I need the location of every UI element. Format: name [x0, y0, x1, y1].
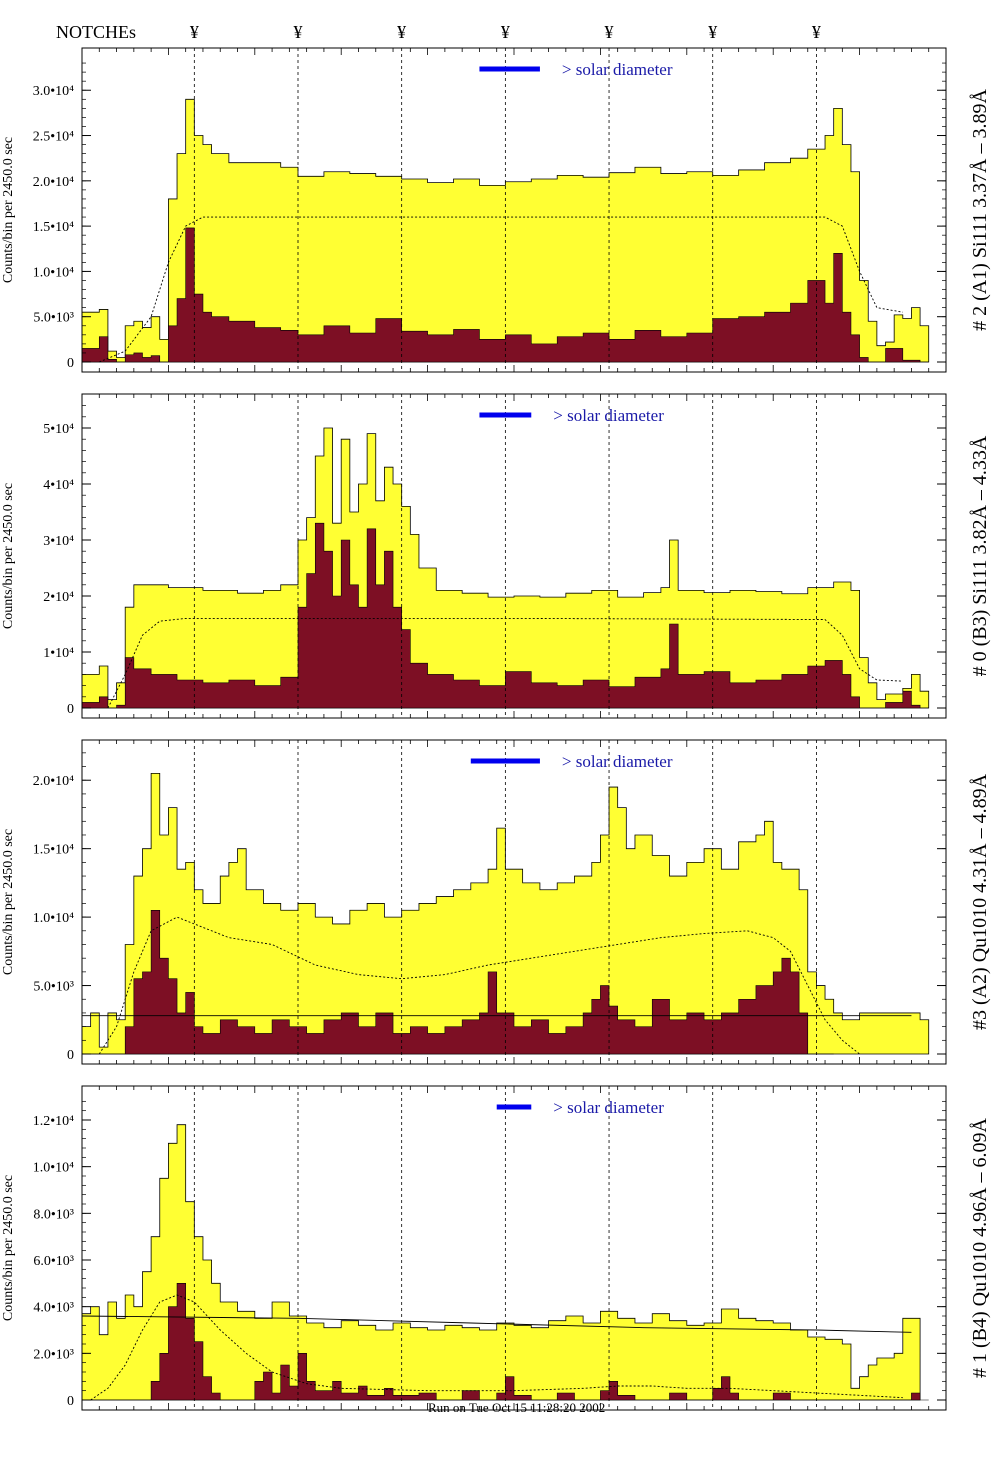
y-tick-label: 8.0•10³ [33, 1207, 74, 1222]
mean-curve [99, 216, 903, 363]
y-tick-label: 1.5•10⁴ [33, 220, 74, 235]
mean-curve [98, 916, 860, 1055]
y-axis-label: Counts/bin per 2450.0 sec [1, 137, 16, 283]
y-tick-label: 2•10⁴ [43, 590, 74, 605]
plot-area [82, 772, 930, 1055]
y-axis-label: Counts/bin per 2450.0 sec [1, 483, 16, 629]
figure-header: NOTCHEs ¥ ¥ ¥ ¥ ¥ ¥ ¥ [56, 22, 821, 42]
y-tick-label: 1•10⁴ [43, 646, 74, 661]
y-tick-label: 4•10⁴ [43, 478, 74, 493]
bright-spectrum [82, 427, 930, 709]
solar-diameter-label: > solar diameter [553, 406, 664, 425]
y-tick-label: 4.0•10³ [33, 1301, 74, 1316]
y-tick-label: 3•10⁴ [43, 534, 74, 549]
y-tick-label: 1.0•10⁴ [33, 1161, 74, 1176]
notch-symbol: ¥ [294, 22, 303, 42]
y-tick-label: 1.0•10⁴ [33, 265, 74, 280]
spectra-panels: 0 5.0•10³ 1.0•10⁴ 1.5•10⁴ 2.0•10⁴ 2.5•10⁴ 3.0•… [1, 47, 991, 1411]
y-tick-label: 5.0•10³ [33, 311, 74, 326]
solar-diameter-label: > solar diameter [553, 1098, 664, 1117]
y-tick-label: 0 [67, 702, 74, 717]
spectrum-panel: 0 5.0•10³ 1.0•10⁴ 1.5•10⁴ 2.0•10⁴ Counts/bin … [1, 739, 991, 1065]
y-tick-label: 2.0•10⁴ [33, 774, 74, 789]
plot-area [82, 1124, 929, 1401]
dark-spectrum [82, 1283, 929, 1401]
y-tick-label: 6.0•10³ [33, 1254, 74, 1269]
solar-diameter-label: > solar diameter [562, 60, 673, 79]
y-tick-label: 0 [67, 1394, 74, 1409]
bright-spectrum [82, 772, 930, 1055]
dark-spectrum [82, 909, 834, 1055]
plot-area [82, 427, 930, 709]
y-axis-label: Counts/bin per 2450.0 sec [1, 829, 16, 975]
mean-curve [107, 617, 903, 709]
dark-spectrum [82, 522, 929, 709]
y-tick-label: 5•10⁴ [43, 422, 74, 437]
bright-spectrum [82, 1124, 921, 1401]
y-tick-label: 3.0•10⁴ [33, 84, 74, 99]
spectrum-panel: 0 2.0•10³ 4.0•10³ 6.0•10³ 8.0•10³ 1.0•10⁴ 1.2•… [1, 1085, 991, 1411]
notch-symbol: ¥ [190, 22, 199, 42]
band-label: # 0 (B3) Si111 3.82Å – 4.33Å [969, 435, 991, 676]
notch-symbol: ¥ [812, 22, 821, 42]
spectrum-panel: 0 1•10⁴ 2•10⁴ 3•10⁴ 4•10⁴ 5•10⁴ Counts/bin per… [1, 393, 991, 719]
notch-symbol: ¥ [605, 22, 614, 42]
band-label: #3 (A2) Qu1010 4.31Å – 4.89Å [969, 773, 991, 1030]
y-tick-label: 5.0•10³ [33, 980, 74, 995]
run-timestamp: Run on Tue Oct 15 11:28:20 2002 [428, 1400, 605, 1415]
spectrum-panel: 0 5.0•10³ 1.0•10⁴ 1.5•10⁴ 2.0•10⁴ 2.5•10⁴ 3.0•… [1, 47, 991, 373]
y-tick-label: 0 [67, 356, 74, 371]
notch-symbol: ¥ [501, 22, 510, 42]
y-tick-label: 2.5•10⁴ [33, 130, 74, 145]
y-tick-label: 0 [67, 1048, 74, 1063]
dark-spectrum [82, 227, 929, 363]
band-label: # 1 (B4) Qu1010 4.96Å – 6.09Å [969, 1117, 991, 1378]
band-label: # 2 (A1) Si111 3.37Å – 3.89Å [969, 89, 991, 331]
notch-symbol: ¥ [397, 22, 406, 42]
notches-label: NOTCHEs [56, 22, 136, 42]
solar-diameter-label: > solar diameter [562, 752, 673, 771]
y-axis-label: Counts/bin per 2450.0 sec [1, 1175, 16, 1321]
y-tick-label: 2.0•10⁴ [33, 175, 74, 190]
notch-markers: ¥ ¥ ¥ ¥ ¥ ¥ ¥ [190, 22, 821, 42]
y-tick-label: 2.0•10³ [33, 1347, 74, 1362]
notch-symbol: ¥ [708, 22, 717, 42]
y-tick-label: 1.5•10⁴ [33, 843, 74, 858]
y-tick-label: 1.2•10⁴ [33, 1114, 74, 1129]
y-tick-label: 1.0•10⁴ [33, 911, 74, 926]
baseline-curve [82, 1315, 912, 1333]
